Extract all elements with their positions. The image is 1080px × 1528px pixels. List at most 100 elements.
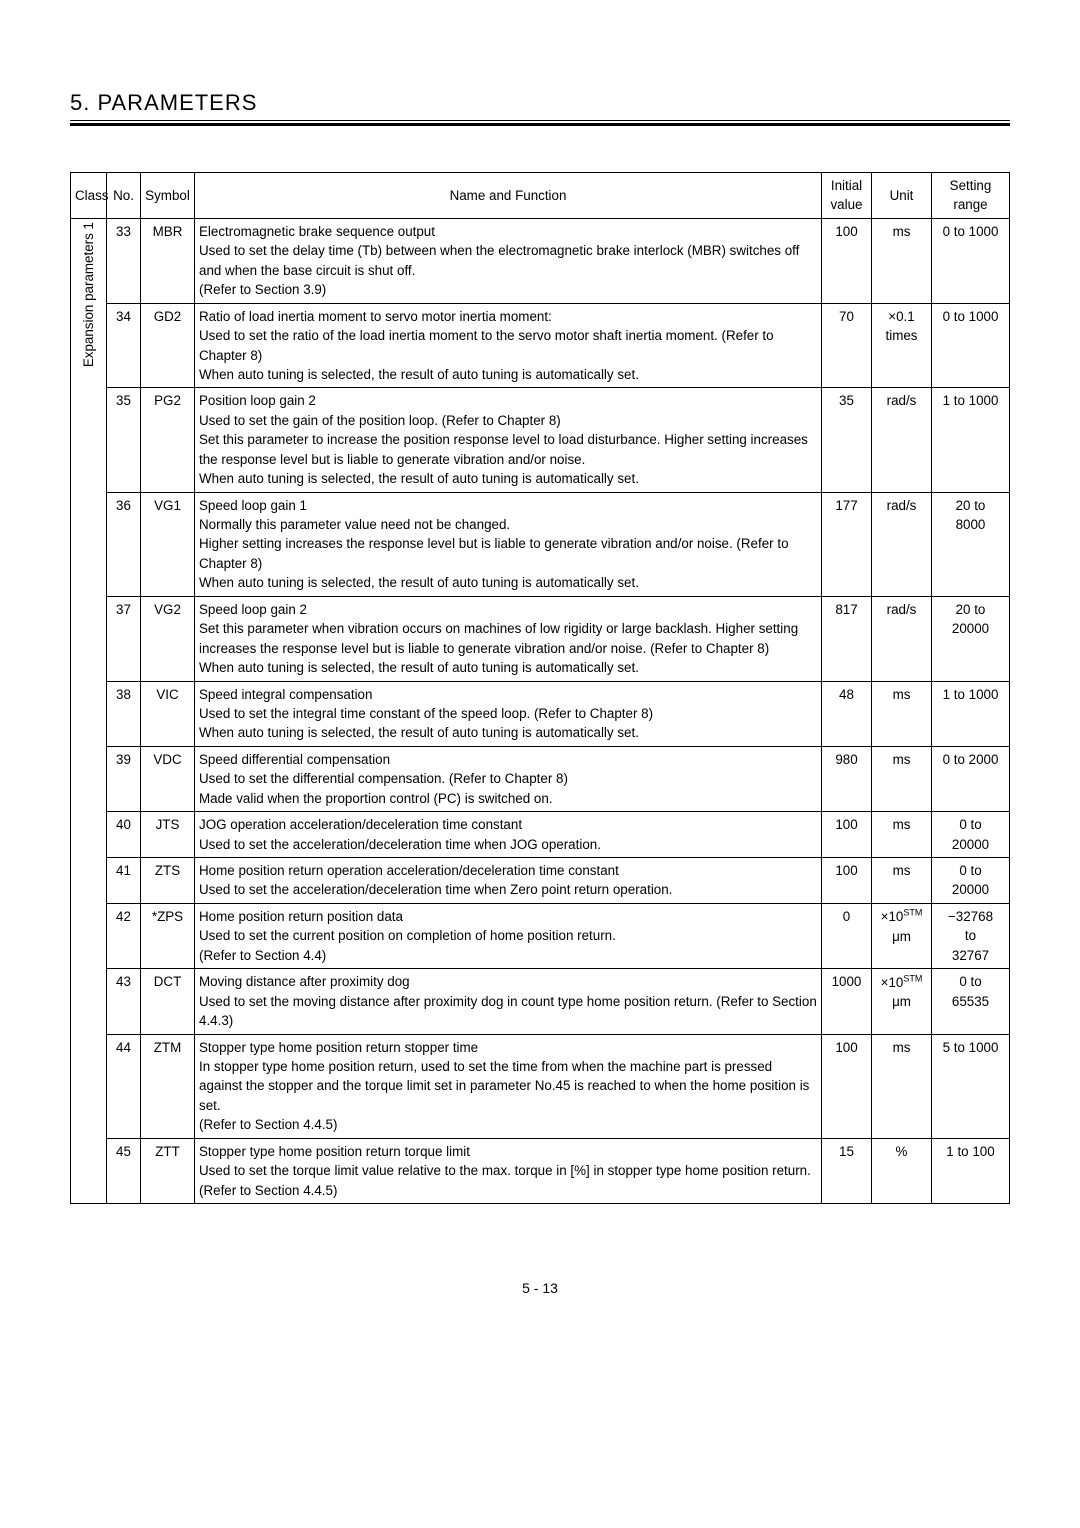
cell-no: 43 <box>107 969 141 1034</box>
cell-name: Speed loop gain 1Normally this parameter… <box>195 492 822 596</box>
cell-initial: 100 <box>822 218 872 303</box>
cell-symbol: GD2 <box>141 303 195 388</box>
cell-no: 39 <box>107 746 141 811</box>
cell-initial: 70 <box>822 303 872 388</box>
cell-initial: 48 <box>822 681 872 746</box>
cell-initial: 817 <box>822 596 872 681</box>
table-row: 42*ZPSHome position return position data… <box>71 903 1010 968</box>
th-initial-l2: value <box>830 197 862 212</box>
cell-no: 34 <box>107 303 141 388</box>
cell-range: 0 to 2000 <box>932 746 1010 811</box>
table-row: 37VG2Speed loop gain 2Set this parameter… <box>71 596 1010 681</box>
table-row: 38VICSpeed integral compensationUsed to … <box>71 681 1010 746</box>
cell-no: 36 <box>107 492 141 596</box>
cell-unit: ms <box>872 746 932 811</box>
chapter-title: 5. PARAMETERS <box>70 90 1010 116</box>
cell-unit: % <box>872 1138 932 1203</box>
cell-symbol: ZTS <box>141 858 195 904</box>
cell-initial: 35 <box>822 388 872 492</box>
class-label: Expansion parameters 1 <box>79 222 98 367</box>
cell-symbol: VG1 <box>141 492 195 596</box>
cell-range: 5 to 1000 <box>932 1034 1010 1138</box>
cell-name: Stopper type home position return stoppe… <box>195 1034 822 1138</box>
th-class: Class <box>71 173 107 219</box>
cell-symbol: VDC <box>141 746 195 811</box>
cell-range: 1 to 100 <box>932 1138 1010 1203</box>
table-row: Expansion parameters 133MBRElectromagnet… <box>71 218 1010 303</box>
cell-initial: 1000 <box>822 969 872 1034</box>
cell-unit: ms <box>872 681 932 746</box>
cell-range: 0 to20000 <box>932 812 1010 858</box>
cell-unit: rad/s <box>872 388 932 492</box>
cell-range: 20 to20000 <box>932 596 1010 681</box>
cell-name: Stopper type home position return torque… <box>195 1138 822 1203</box>
cell-name: Speed integral compensationUsed to set t… <box>195 681 822 746</box>
table-body: Expansion parameters 133MBRElectromagnet… <box>71 218 1010 1203</box>
table-header: Class No. Symbol Name and Function Initi… <box>71 173 1010 219</box>
cell-symbol: MBR <box>141 218 195 303</box>
table-row: 36VG1Speed loop gain 1Normally this para… <box>71 492 1010 596</box>
cell-no: 44 <box>107 1034 141 1138</box>
th-range: Setting range <box>932 173 1010 219</box>
table-row: 43DCTMoving distance after proximity dog… <box>71 969 1010 1034</box>
cell-range: 1 to 1000 <box>932 681 1010 746</box>
cell-no: 41 <box>107 858 141 904</box>
cell-unit: rad/s <box>872 492 932 596</box>
cell-symbol: ZTT <box>141 1138 195 1203</box>
cell-symbol: *ZPS <box>141 903 195 968</box>
th-no: No. <box>107 173 141 219</box>
cell-symbol: PG2 <box>141 388 195 492</box>
table-row: 35PG2Position loop gain 2Used to set the… <box>71 388 1010 492</box>
cell-range: 1 to 1000 <box>932 388 1010 492</box>
cell-range: 0 to65535 <box>932 969 1010 1034</box>
cell-no: 38 <box>107 681 141 746</box>
table-row: 40JTSJOG operation acceleration/decelera… <box>71 812 1010 858</box>
cell-name: Home position return operation accelerat… <box>195 858 822 904</box>
table-row: 34GD2Ratio of load inertia moment to ser… <box>71 303 1010 388</box>
cell-initial: 100 <box>822 812 872 858</box>
cell-unit: rad/s <box>872 596 932 681</box>
cell-initial: 100 <box>822 1034 872 1138</box>
th-name: Name and Function <box>195 173 822 219</box>
cell-initial: 15 <box>822 1138 872 1203</box>
cell-range: −32768to32767 <box>932 903 1010 968</box>
cell-symbol: VG2 <box>141 596 195 681</box>
cell-initial: 177 <box>822 492 872 596</box>
th-initial-l1: Initial <box>831 178 862 193</box>
cell-range: 20 to8000 <box>932 492 1010 596</box>
cell-range: 0 to 1000 <box>932 218 1010 303</box>
cell-name: Speed loop gain 2Set this parameter when… <box>195 596 822 681</box>
cell-name: Home position return position dataUsed t… <box>195 903 822 968</box>
cell-name: Speed differential compensationUsed to s… <box>195 746 822 811</box>
cell-name: Electromagnetic brake sequence outputUse… <box>195 218 822 303</box>
cell-unit: ms <box>872 1034 932 1138</box>
cell-initial: 100 <box>822 858 872 904</box>
cell-symbol: VIC <box>141 681 195 746</box>
cell-no: 35 <box>107 388 141 492</box>
table-row: 45ZTTStopper type home position return t… <box>71 1138 1010 1203</box>
table-row: 44ZTMStopper type home position return s… <box>71 1034 1010 1138</box>
parameters-table: Class No. Symbol Name and Function Initi… <box>70 172 1010 1204</box>
cell-name: Position loop gain 2Used to set the gain… <box>195 388 822 492</box>
th-unit: Unit <box>872 173 932 219</box>
cell-no: 40 <box>107 812 141 858</box>
page-number: 5 - 13 <box>70 1280 1010 1296</box>
cell-unit: ms <box>872 812 932 858</box>
cell-symbol: DCT <box>141 969 195 1034</box>
cell-symbol: ZTM <box>141 1034 195 1138</box>
cell-symbol: JTS <box>141 812 195 858</box>
table-row: 39VDCSpeed differential compensationUsed… <box>71 746 1010 811</box>
cell-no: 45 <box>107 1138 141 1203</box>
cell-range: 0 to 1000 <box>932 303 1010 388</box>
cell-initial: 0 <box>822 903 872 968</box>
cell-unit: ×0.1times <box>872 303 932 388</box>
th-initial: Initial value <box>822 173 872 219</box>
cell-no: 42 <box>107 903 141 968</box>
cell-unit: ms <box>872 858 932 904</box>
th-symbol: Symbol <box>141 173 195 219</box>
cell-unit: ms <box>872 218 932 303</box>
th-range-l2: range <box>953 197 987 212</box>
cell-name: JOG operation acceleration/deceleration … <box>195 812 822 858</box>
cell-no: 37 <box>107 596 141 681</box>
cell-unit: ×10STMμm <box>872 969 932 1034</box>
